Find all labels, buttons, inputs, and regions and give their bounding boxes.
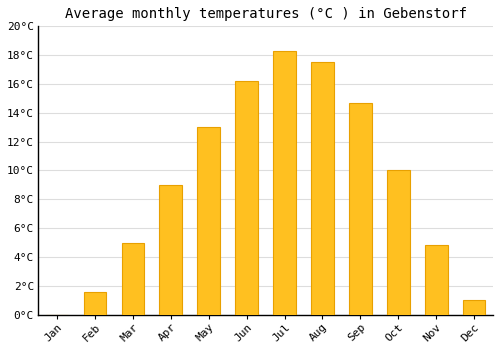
Bar bbox=[349, 103, 372, 315]
Bar bbox=[462, 300, 485, 315]
Bar bbox=[425, 245, 448, 315]
Bar bbox=[273, 51, 296, 315]
Bar bbox=[84, 292, 106, 315]
Bar bbox=[198, 127, 220, 315]
Bar bbox=[387, 170, 409, 315]
Bar bbox=[311, 62, 334, 315]
Title: Average monthly temperatures (°C ) in Gebenstorf: Average monthly temperatures (°C ) in Ge… bbox=[64, 7, 466, 21]
Bar bbox=[160, 185, 182, 315]
Bar bbox=[236, 81, 258, 315]
Bar bbox=[122, 243, 144, 315]
